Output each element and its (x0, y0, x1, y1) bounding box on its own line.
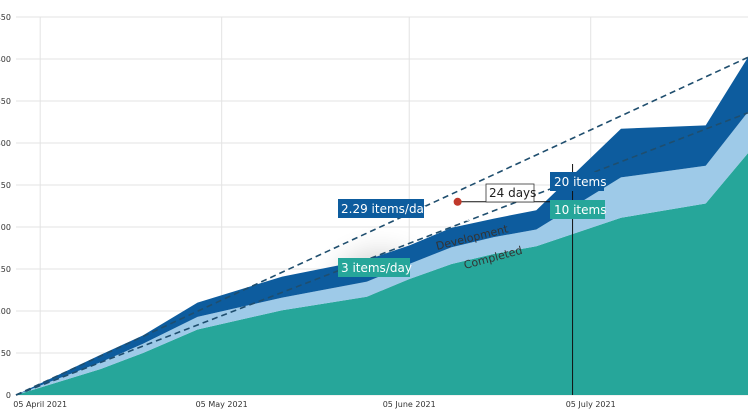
y-tick-label: 250 (0, 181, 11, 190)
completed-rate-box (338, 258, 410, 277)
y-tick-label: 200 (0, 223, 11, 232)
x-tick-label: 05 April 2021 (13, 400, 67, 409)
queue-annotation: 10 items (550, 200, 606, 219)
y-tick-label: 450 (0, 13, 11, 22)
x-tick-label: 05 June 2021 (383, 400, 436, 409)
completed-rate-annotation: 3 items/day (338, 258, 412, 277)
y-tick-label: 150 (0, 265, 11, 274)
y-tick-label: 100 (0, 307, 11, 316)
area-development (16, 111, 748, 396)
trend-line (15, 112, 748, 396)
trend-line (15, 56, 748, 396)
y-axis: 0 50 100 150 200 250 300 350 400 450 (0, 13, 11, 400)
x-tick-label: 05 July 2021 (566, 400, 616, 409)
completed-rate-label: 3 items/day (341, 261, 412, 275)
y-tick-label: 0 (6, 391, 11, 400)
y-tick-label: 350 (0, 97, 11, 106)
lead-time-box (485, 183, 535, 203)
design-rate-annotation: 2.29 items/day (338, 199, 431, 218)
y-tick-label: 50 (1, 349, 11, 358)
lead-time-label: 24 days (489, 186, 536, 200)
annotations: 2.29 items/day 3 items/day 24 days 20 it… (338, 172, 606, 277)
wip-label: 20 items (554, 175, 606, 189)
wip-box (550, 172, 604, 191)
x-tick-label: 05 May 2021 (196, 400, 248, 409)
wip-annotation: 20 items (550, 172, 606, 191)
queue-box (550, 200, 605, 219)
queue-label: 10 items (554, 203, 606, 217)
design-rate-label: 2.29 items/day (341, 202, 431, 216)
x-axis: 05 April 2021 05 May 2021 05 June 2021 05 J… (13, 400, 615, 409)
lead-time-annotation: 24 days (485, 183, 536, 203)
y-tick-label: 300 (0, 139, 11, 148)
y-tick-label: 400 (0, 55, 11, 64)
design-rate-box (338, 199, 424, 218)
point-marker (453, 197, 462, 206)
area-completed (16, 153, 748, 395)
